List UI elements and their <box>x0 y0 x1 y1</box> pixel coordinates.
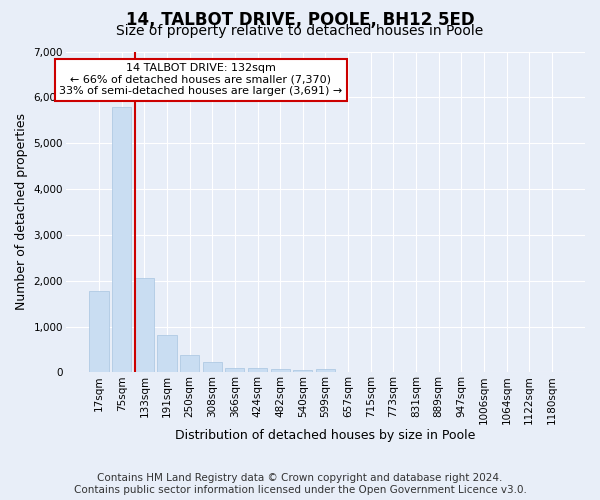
Y-axis label: Number of detached properties: Number of detached properties <box>15 114 28 310</box>
Text: Size of property relative to detached houses in Poole: Size of property relative to detached ho… <box>116 24 484 38</box>
Bar <box>316 369 335 372</box>
Text: 14 TALBOT DRIVE: 132sqm
← 66% of detached houses are smaller (7,370)
33% of semi: 14 TALBOT DRIVE: 132sqm ← 66% of detache… <box>59 63 343 96</box>
Bar <box>135 278 154 372</box>
Text: 14, TALBOT DRIVE, POOLE, BH12 5ED: 14, TALBOT DRIVE, POOLE, BH12 5ED <box>125 11 475 29</box>
Bar <box>203 362 222 372</box>
Bar <box>293 370 313 372</box>
Bar <box>112 108 131 372</box>
Bar <box>271 369 290 372</box>
Bar <box>157 335 176 372</box>
Text: Contains HM Land Registry data © Crown copyright and database right 2024.
Contai: Contains HM Land Registry data © Crown c… <box>74 474 526 495</box>
Bar <box>225 368 244 372</box>
Bar <box>89 291 109 372</box>
Bar <box>248 368 267 372</box>
Bar <box>180 355 199 372</box>
X-axis label: Distribution of detached houses by size in Poole: Distribution of detached houses by size … <box>175 430 476 442</box>
